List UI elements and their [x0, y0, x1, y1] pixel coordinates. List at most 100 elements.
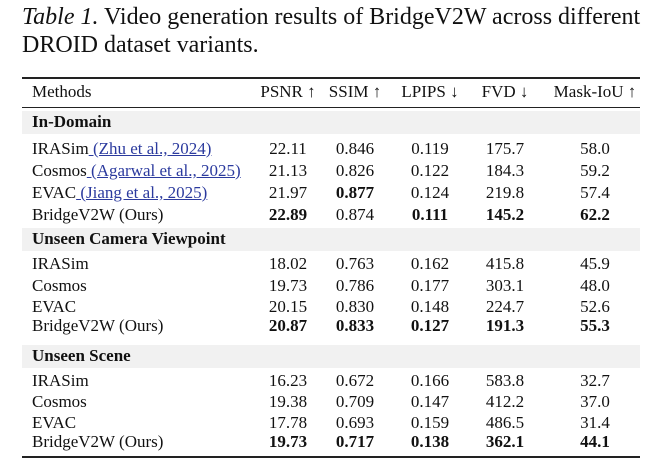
group-band — [22, 111, 640, 134]
method-label: Cosmos — [32, 276, 87, 295]
metric-value: 175.7 — [485, 139, 525, 158]
method-name: EVAC — [32, 413, 76, 433]
metric-value: 57.4 — [580, 183, 610, 202]
metric-value: 37.0 — [580, 392, 610, 411]
metric-value: 16.23 — [268, 371, 308, 390]
metric-value: 62.2 — [580, 205, 610, 224]
metric-value: 0.846 — [335, 139, 375, 158]
method-name: BridgeV2W (Ours) — [32, 432, 163, 452]
column-header: Mask-IoU ↑ — [553, 82, 637, 101]
method-name: Cosmos (Agarwal et al., 2025) — [32, 161, 241, 181]
metric-value: 22.89 — [268, 205, 308, 224]
method-name: Cosmos — [32, 392, 87, 412]
metric-value: 45.9 — [580, 254, 610, 273]
method-name: BridgeV2W (Ours) — [32, 316, 163, 336]
method-label: IRASim — [32, 371, 89, 390]
caption-label: Table 1. — [22, 4, 99, 30]
metric-value: 0.786 — [335, 276, 375, 295]
method-label: BridgeV2W (Ours) — [32, 432, 164, 451]
group-title: In-Domain — [32, 112, 112, 131]
caption-text: Video generation results of BridgeV2W ac… — [98, 4, 641, 30]
group-title: Unseen Camera Viewpoint — [32, 229, 226, 248]
method-label: EVAC — [32, 297, 77, 316]
header-rule — [22, 107, 640, 108]
metric-value: 0.693 — [335, 413, 375, 432]
citation-link[interactable]: (Jiang et al., 2025) — [76, 183, 208, 202]
bottom-rule — [22, 456, 640, 458]
method-label: EVAC — [32, 183, 77, 202]
metric-value: 184.3 — [485, 161, 525, 180]
method-label: EVAC — [32, 413, 77, 432]
metric-value: 22.11 — [269, 139, 307, 158]
column-header: Methods — [32, 82, 92, 101]
metric-value: 224.7 — [485, 297, 525, 316]
metric-value: 0.122 — [410, 161, 450, 180]
method-name: EVAC (Jiang et al., 2025) — [32, 183, 207, 203]
metric-value: 145.2 — [485, 205, 525, 224]
group-title: Unseen Scene — [32, 346, 131, 365]
column-header: SSIM ↑ — [328, 82, 382, 101]
method-name: IRASim — [32, 254, 89, 274]
metric-value: 486.5 — [485, 413, 525, 432]
metric-value: 0.147 — [410, 392, 450, 411]
method-name: Cosmos — [32, 276, 87, 296]
metric-value: 19.38 — [268, 392, 308, 411]
metric-value: 0.877 — [335, 183, 375, 202]
table-caption-line2: DROID dataset variants. — [22, 32, 259, 58]
metric-value: 362.1 — [485, 432, 525, 451]
metric-value: 20.15 — [268, 297, 308, 316]
metric-value: 583.8 — [485, 371, 525, 390]
citation-link[interactable]: (Zhu et al., 2024) — [88, 139, 212, 158]
metric-value: 0.874 — [335, 205, 375, 224]
group-band — [22, 228, 640, 251]
metric-value: 19.73 — [268, 432, 308, 451]
method-name: BridgeV2W (Ours) — [32, 205, 163, 225]
metric-value: 59.2 — [580, 161, 610, 180]
metric-value: 0.148 — [410, 297, 450, 316]
metric-value: 48.0 — [580, 276, 610, 295]
metric-value: 412.2 — [485, 392, 525, 411]
metric-value: 21.97 — [268, 183, 308, 202]
metric-value: 20.87 — [268, 316, 308, 335]
metric-value: 17.78 — [268, 413, 308, 432]
metric-value: 52.6 — [580, 297, 610, 316]
metric-value: 0.672 — [335, 371, 375, 390]
table-caption-line1: Table 1. Video generation results of Bri… — [22, 3, 640, 31]
column-header: PSNR ↑ — [260, 82, 316, 101]
metric-value: 58.0 — [580, 139, 610, 158]
method-label: BridgeV2W (Ours) — [32, 205, 164, 224]
method-label: IRASim — [32, 139, 89, 158]
metric-value: 0.162 — [410, 254, 450, 273]
metric-value: 0.127 — [410, 316, 450, 335]
method-label: Cosmos — [32, 392, 87, 411]
metric-value: 0.833 — [335, 316, 375, 335]
metric-value: 415.8 — [485, 254, 525, 273]
metric-value: 0.177 — [410, 276, 450, 295]
metric-value: 0.124 — [410, 183, 450, 202]
metric-value: 0.717 — [335, 432, 375, 451]
metric-value: 32.7 — [580, 371, 610, 390]
metric-value: 219.8 — [485, 183, 525, 202]
metric-value: 0.166 — [410, 371, 450, 390]
metric-value: 19.73 — [268, 276, 308, 295]
metric-value: 191.3 — [485, 316, 525, 335]
metric-value: 55.3 — [580, 316, 610, 335]
method-label: IRASim — [32, 254, 89, 273]
metric-value: 0.830 — [335, 297, 375, 316]
metric-value: 0.138 — [410, 432, 450, 451]
method-name: IRASim — [32, 371, 89, 391]
metric-value: 0.111 — [411, 205, 449, 224]
metric-value: 31.4 — [580, 413, 610, 432]
method-name: EVAC — [32, 297, 76, 317]
metric-value: 0.709 — [335, 392, 375, 411]
metric-value: 44.1 — [580, 432, 610, 451]
metric-value: 18.02 — [268, 254, 308, 273]
citation-link[interactable]: (Agarwal et al., 2025) — [86, 161, 241, 180]
metric-value: 0.119 — [411, 139, 449, 158]
metric-value: 0.826 — [335, 161, 375, 180]
column-header: FVD ↓ — [481, 82, 529, 101]
method-label: Cosmos — [32, 161, 87, 180]
metric-value: 303.1 — [485, 276, 525, 295]
method-name: IRASim (Zhu et al., 2024) — [32, 139, 211, 159]
